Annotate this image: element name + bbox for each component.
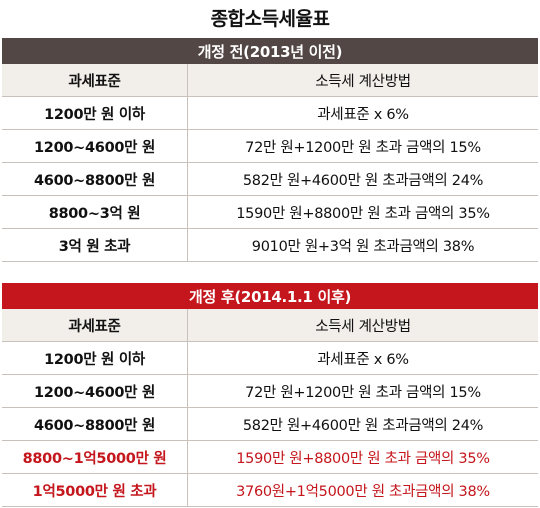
column-header-method: 소득세 계산방법 — [187, 309, 538, 342]
table-header-row: 과세표준 소득세 계산방법 — [2, 309, 538, 342]
calc-method-cell: 9010만 원+3억 원 초과금액의 38% — [187, 228, 538, 262]
table-row: 1200만 원 이하 과세표준 x 6% — [2, 96, 538, 130]
tax-base-cell: 1억5000만 원 초과 — [2, 473, 188, 507]
after-revision-band: 개정 후(2014.1.1 이후) — [2, 283, 538, 309]
tax-base-cell: 3억 원 초과 — [2, 228, 188, 262]
before-revision-table: 과세표준 소득세 계산방법 1200만 원 이하 과세표준 x 6% 1200~… — [2, 64, 538, 262]
tax-base-cell: 4600~8800만 원 — [2, 407, 188, 441]
table-row: 1200만 원 이하 과세표준 x 6% — [2, 341, 538, 375]
highlighted-table-row: 1억5000만 원 초과 3760원+1억5000만 원 초과금액의 38% — [2, 473, 538, 507]
column-header-base: 과세표준 — [2, 64, 188, 97]
before-revision-band: 개정 전(2013년 이전) — [2, 38, 538, 64]
tax-base-cell: 8800~3억 원 — [2, 195, 188, 229]
calc-method-cell: 3760원+1억5000만 원 초과금액의 38% — [187, 473, 538, 507]
page-title: 종합소득세율표 — [210, 8, 330, 30]
calc-method-cell: 1590만 원+8800만 원 초과 금액의 35% — [187, 440, 538, 474]
highlighted-table-row: 8800~1억5000만 원 1590만 원+8800만 원 초과 금액의 35… — [2, 440, 538, 474]
column-header-method: 소득세 계산방법 — [187, 64, 538, 97]
table-row: 4600~8800만 원 582만 원+4600만 원 초과금액의 24% — [2, 162, 538, 196]
after-revision-table: 과세표준 소득세 계산방법 1200만 원 이하 과세표준 x 6% 1200~… — [2, 309, 538, 507]
table-header-row: 과세표준 소득세 계산방법 — [2, 64, 538, 97]
tax-base-cell: 1200~4600만 원 — [2, 374, 188, 408]
tax-base-cell: 1200만 원 이하 — [2, 96, 188, 130]
table-row: 4600~8800만 원 582만 원+4600만 원 초과금액의 24% — [2, 407, 538, 441]
calc-method-cell: 1590만 원+8800만 원 초과 금액의 35% — [187, 195, 538, 229]
tax-base-cell: 8800~1억5000만 원 — [2, 440, 188, 474]
tax-base-cell: 1200~4600만 원 — [2, 129, 188, 163]
table-row: 1200~4600만 원 72만 원+1200만 원 초과 금액의 15% — [2, 374, 538, 408]
calc-method-cell: 과세표준 x 6% — [187, 96, 538, 130]
calc-method-cell: 과세표준 x 6% — [187, 341, 538, 375]
table-row: 8800~3억 원 1590만 원+8800만 원 초과 금액의 35% — [2, 195, 538, 229]
table-row: 3억 원 초과 9010만 원+3억 원 초과금액의 38% — [2, 228, 538, 262]
tax-base-cell: 4600~8800만 원 — [2, 162, 188, 196]
calc-method-cell: 582만 원+4600만 원 초과금액의 24% — [187, 407, 538, 441]
table-row: 1200~4600만 원 72만 원+1200만 원 초과 금액의 15% — [2, 129, 538, 163]
column-header-base: 과세표준 — [2, 309, 188, 342]
calc-method-cell: 72만 원+1200만 원 초과 금액의 15% — [187, 129, 538, 163]
calc-method-cell: 72만 원+1200만 원 초과 금액의 15% — [187, 374, 538, 408]
tax-base-cell: 1200만 원 이하 — [2, 341, 188, 375]
calc-method-cell: 582만 원+4600만 원 초과금액의 24% — [187, 162, 538, 196]
